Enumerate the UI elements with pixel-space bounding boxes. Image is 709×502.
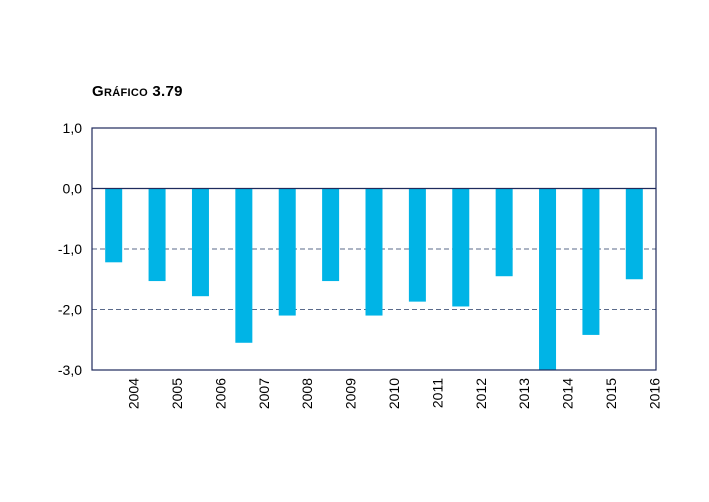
y-tick-label: -3,0 bbox=[58, 362, 82, 378]
y-tick-label: -2,0 bbox=[58, 302, 82, 318]
x-tick-label: 2010 bbox=[386, 378, 402, 409]
x-tick-label: 2004 bbox=[126, 378, 142, 409]
x-tick-label: 2013 bbox=[516, 378, 532, 409]
bar-2009 bbox=[322, 188, 340, 282]
x-tick-label: 2006 bbox=[212, 378, 228, 409]
bar-2004 bbox=[105, 188, 123, 263]
plot-frame bbox=[91, 127, 657, 371]
bar-2011 bbox=[408, 188, 426, 302]
bar-2012 bbox=[452, 188, 470, 307]
bar-2013 bbox=[495, 188, 513, 277]
x-tick-label: 2011 bbox=[429, 378, 445, 408]
x-axis-ticks: 2004 2005 2006 2007 2008 2009 2010 2011 2012 2013… bbox=[126, 378, 663, 409]
bar-2008 bbox=[278, 188, 296, 316]
bar-2006 bbox=[191, 188, 209, 297]
bar-2014 bbox=[539, 188, 557, 370]
chart-title: Gráfico 3.79 bbox=[92, 83, 183, 100]
y-tick-label: 1,0 bbox=[63, 120, 83, 136]
x-tick-label: 2016 bbox=[646, 378, 662, 409]
y-axis-ticks: 1,0 0,0 -1,0 -2,0 -3,0 bbox=[58, 120, 82, 378]
x-tick-label: 2005 bbox=[169, 378, 185, 409]
x-tick-label: 2012 bbox=[473, 378, 489, 409]
x-tick-label: 2008 bbox=[299, 378, 315, 409]
x-tick-label: 2007 bbox=[256, 378, 272, 409]
y-tick-label: 0,0 bbox=[63, 181, 83, 197]
y-tick-label: -1,0 bbox=[58, 241, 82, 257]
bars bbox=[105, 188, 643, 370]
bar-2007 bbox=[235, 188, 253, 343]
bar-2005 bbox=[148, 188, 166, 282]
bar-2015 bbox=[582, 188, 600, 335]
x-tick-label: 2015 bbox=[603, 378, 619, 409]
x-tick-label: 2009 bbox=[343, 378, 359, 409]
bar-2016 bbox=[625, 188, 643, 280]
bar-2010 bbox=[365, 188, 383, 316]
x-tick-label: 2014 bbox=[560, 378, 576, 409]
